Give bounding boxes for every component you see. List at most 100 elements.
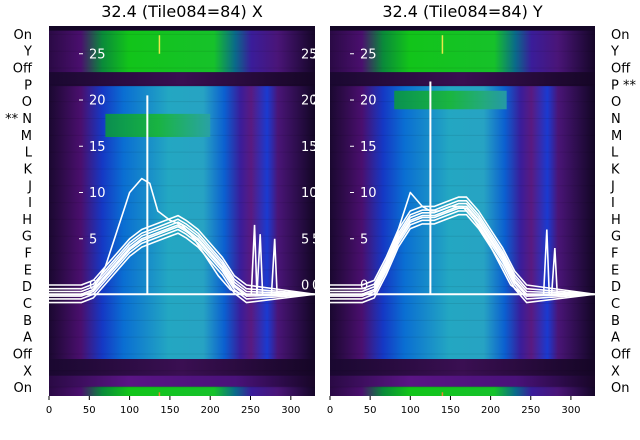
spike-mark xyxy=(550,247,559,295)
series-line-bundle xyxy=(49,228,316,300)
row-label: J xyxy=(27,179,32,194)
row-label: ** N xyxy=(5,112,32,127)
heatmap-band-green xyxy=(330,386,595,396)
row-label: X xyxy=(23,364,32,379)
row-label: Off xyxy=(611,347,631,362)
row-label: E xyxy=(611,263,619,278)
row-label: E xyxy=(24,263,32,278)
edge-y-tick-label: 10 xyxy=(301,186,318,201)
row-label: F xyxy=(611,247,618,262)
row-label: L xyxy=(25,146,33,161)
x-tick-label: 300 xyxy=(561,405,580,416)
edge-y-tick-label: 15 xyxy=(312,140,329,155)
row-label: G xyxy=(22,230,32,245)
y-tick-label: 25 xyxy=(360,47,377,62)
x-tick-label: 50 xyxy=(364,405,377,416)
heatmap-band-purple xyxy=(49,375,315,387)
edge-y-tick-label: 15 xyxy=(301,140,318,155)
row-label: A xyxy=(611,331,620,346)
row-label: I xyxy=(28,196,32,211)
heatmap-band-green xyxy=(49,386,315,396)
edge-y-tick-label: 25 xyxy=(312,47,329,62)
y-tick-label: 0 xyxy=(89,279,97,294)
row-label: K xyxy=(611,162,620,177)
x-tick-label: 100 xyxy=(120,405,139,416)
edge-y-tick-label: 20 xyxy=(312,94,329,109)
heatmap-band-dark xyxy=(49,359,315,376)
series-line-bundle xyxy=(49,224,316,296)
x-tick-label: 250 xyxy=(521,405,540,416)
series-line-bundle xyxy=(330,200,596,296)
row-label: A xyxy=(23,331,32,346)
y-tick-label: 20 xyxy=(360,94,377,109)
series-line-bundle xyxy=(330,213,596,304)
y-tick-label: 5 xyxy=(360,232,368,247)
spike-mark xyxy=(542,229,551,295)
row-label: B xyxy=(23,314,32,329)
y-tick-label: 15 xyxy=(89,140,106,155)
row-label: P xyxy=(24,78,32,93)
y-tick-label: 20 xyxy=(89,94,106,109)
series-line-bundle xyxy=(49,221,316,296)
row-label: N xyxy=(611,112,621,127)
series-line-bundle xyxy=(330,207,596,297)
edge-y-tick-label: 5 xyxy=(301,232,309,247)
x-tick-label: 200 xyxy=(201,405,220,416)
row-label: B xyxy=(611,314,620,329)
y-tick-label: 25 xyxy=(89,47,106,62)
row-label: M xyxy=(21,129,32,144)
x-tick-label: 150 xyxy=(441,405,460,416)
spike-mark xyxy=(256,234,264,295)
x-tick-label: 150 xyxy=(160,405,179,416)
series-line-bundle xyxy=(330,210,596,300)
row-label: H xyxy=(611,213,621,228)
series-line-bundle xyxy=(330,205,596,296)
row-label: D xyxy=(611,280,621,295)
x-tick-label: 50 xyxy=(83,405,96,416)
series-line-bundle xyxy=(330,202,596,296)
spike-mark xyxy=(250,224,258,295)
row-label: D xyxy=(22,280,32,295)
y-tick-label: 10 xyxy=(89,186,106,201)
x-tick-label: 0 xyxy=(327,405,333,416)
series-line-bundle xyxy=(49,225,316,297)
row-label: Y xyxy=(23,45,32,60)
series-line-bundle xyxy=(49,214,316,296)
x-tick-label: 100 xyxy=(401,405,420,416)
row-label: P ** xyxy=(611,78,636,93)
series-line-bundle xyxy=(330,196,596,296)
heatmap-band-purple xyxy=(330,375,595,387)
chart-title: 32.4 (Tile084=84) Y xyxy=(382,2,543,21)
heatmap-band-green xyxy=(49,30,315,73)
heatmap-band-dark xyxy=(330,72,595,87)
y-tick-label: 15 xyxy=(360,140,377,155)
y-tick-label: 5 xyxy=(89,232,97,247)
y-tick-label: 10 xyxy=(360,186,377,201)
row-label: On xyxy=(611,28,629,43)
row-label: I xyxy=(611,196,615,211)
x-tick-label: 300 xyxy=(281,405,300,416)
edge-y-tick-label: 0 xyxy=(312,279,320,294)
row-label: Off xyxy=(611,62,631,77)
row-label: On xyxy=(14,381,32,396)
x-tick-label: 0 xyxy=(46,405,52,416)
edge-y-tick-label: 20 xyxy=(301,94,318,109)
heatmap-band-dark xyxy=(49,72,315,87)
heatmap-band-green xyxy=(330,30,595,73)
row-label: C xyxy=(23,297,32,312)
row-label: F xyxy=(25,247,32,262)
highlight-band xyxy=(105,113,211,137)
x-tick-label: 200 xyxy=(481,405,500,416)
spike-mark xyxy=(270,238,278,295)
heatmap-band-blue xyxy=(330,86,595,359)
row-label: O xyxy=(22,95,32,110)
heatmap-band-dark xyxy=(330,359,595,376)
edge-y-tick-label: 5 xyxy=(312,232,320,247)
edge-y-tick-label: 25 xyxy=(301,47,318,62)
x-tick-label: 250 xyxy=(241,405,260,416)
row-label: X xyxy=(611,364,620,379)
highlight-band xyxy=(394,90,507,110)
